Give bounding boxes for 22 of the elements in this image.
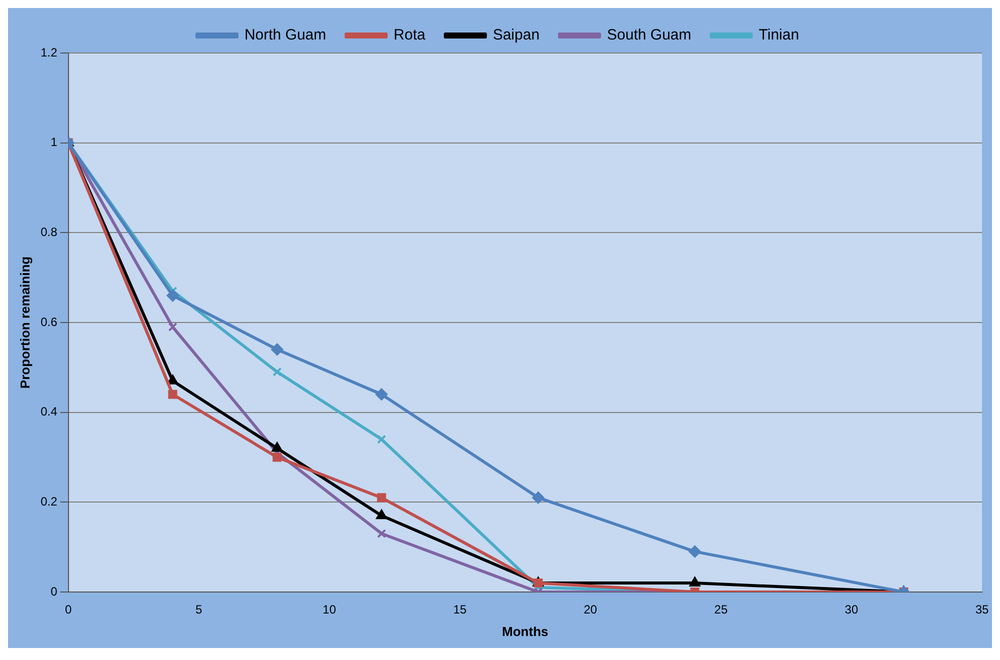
- y-tick-label: 0: [50, 584, 58, 598]
- y-axis-title: Proportion remaining: [17, 256, 32, 389]
- y-tick-label: 0.4: [40, 404, 58, 419]
- y-tick-label: 1.2: [40, 45, 58, 60]
- x-axis-title: Months: [502, 624, 548, 639]
- legend-label: North Guam: [244, 26, 326, 44]
- y-tick-label: 0.6: [40, 314, 58, 329]
- x-tick-label: 15: [453, 602, 467, 617]
- legend-label: Rota: [394, 26, 426, 44]
- legend-label: Tinian: [758, 26, 800, 44]
- y-tick-label: 0.8: [40, 224, 58, 239]
- legend-label: South Guam: [607, 26, 692, 44]
- legend-label: Saipan: [492, 26, 540, 44]
- x-tick-label: 10: [322, 602, 336, 617]
- x-tick-label: 20: [584, 602, 598, 617]
- y-tick-label: 1: [50, 135, 58, 150]
- x-tick-label: 30: [844, 602, 858, 617]
- x-tick-label: 0: [64, 602, 72, 617]
- x-tick-label: 5: [195, 602, 202, 617]
- x-tick-label: 35: [975, 602, 989, 617]
- y-tick-label: 0.2: [40, 494, 58, 508]
- x-tick-label: 25: [714, 602, 728, 617]
